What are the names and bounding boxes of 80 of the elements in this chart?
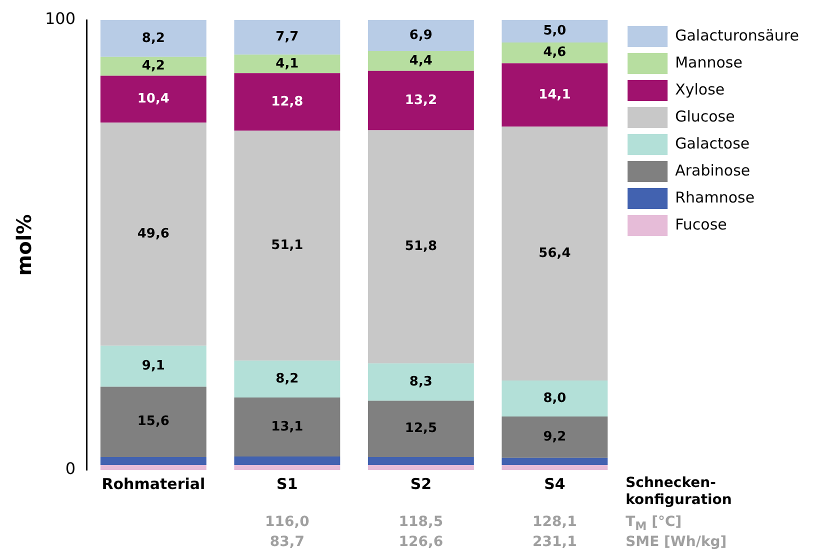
data-label: 8,2 [276,371,299,386]
data-label: 49,6 [137,226,170,242]
bar [234,54,340,74]
text: T$_{M}$ [°C] [626,514,682,533]
data-label: 8,2 [142,30,165,46]
x-axis-title: Schnecken-konfiguration [626,475,733,509]
bar [368,51,474,71]
bar [100,465,206,470]
y-tick-label: 100 [44,9,76,28]
bar [100,386,206,457]
legend-label: Rhamnose [675,188,755,206]
data-label: 6,9 [409,28,432,43]
bar [368,465,474,470]
data-label: 12,5 [404,421,437,436]
data-label: 9,2 [543,430,566,445]
bar [502,63,608,127]
data-label: 14,1 [538,87,571,102]
bar [502,42,608,64]
text: 231,1 [532,534,577,550]
text: 83,7 [270,534,304,550]
legend-label: Galactose [675,134,750,152]
bar [100,346,206,387]
x-tick-label: S2 [410,474,432,493]
y-tick-label: 0 [65,459,76,478]
data-label: 12,8 [271,94,304,110]
bar [502,465,608,470]
bar [234,73,340,131]
data-label: 4,1 [276,56,299,72]
bar [100,20,206,57]
data-label: 51,8 [404,239,437,254]
bar [234,456,340,466]
y-axis-title: mol% [12,214,36,276]
data-label: 56,4 [538,246,571,261]
bar [368,363,474,401]
bar [502,458,608,466]
data-label: 7,7 [276,30,299,45]
text: 116,0 [265,514,310,530]
data-label: 13,2 [404,92,437,108]
data-label: 8,3 [409,374,432,390]
text: 118,5 [398,514,444,530]
legend-label: Fucose [675,215,727,234]
bar [368,400,474,457]
bar [368,130,474,364]
bar [502,20,608,42]
data-label: 8,0 [543,390,566,406]
bar [368,20,474,52]
text: 126,6 [398,534,444,550]
bar [234,398,340,456]
data-label: 4,6 [543,45,566,60]
legend-label: Mannose [675,53,742,72]
bar [368,456,474,466]
bar [368,70,474,130]
data-label: 51,1 [271,238,304,254]
bar [100,456,206,466]
legend-label: Arabinose [675,161,750,180]
data-label: 9,1 [142,358,165,374]
bar [502,416,608,458]
data-label: 10,4 [137,92,170,107]
data-label: 15,6 [137,414,170,430]
data-label: 4,4 [409,53,432,68]
bar [234,20,340,55]
bar [234,465,340,470]
data-label: 13,1 [271,419,304,434]
legend-label: Xylose [675,80,725,98]
text: SME [Wh/kg] [626,534,727,550]
bar [234,360,340,398]
bar [100,56,206,76]
bar [100,122,206,346]
legend-label: Glucose [675,107,735,126]
legend-label: Galacturonsäure [675,26,800,44]
data-label: 4,2 [142,58,165,74]
bar [100,76,206,123]
data-label: 5,0 [543,24,566,39]
x-tick-label: Rohmaterial [102,474,206,493]
bar [502,380,608,416]
x-tick-label: S4 [544,474,566,493]
x-tick-label: S1 [276,474,298,493]
bar [502,126,608,380]
text: 128,1 [532,514,577,530]
bar [234,130,340,361]
